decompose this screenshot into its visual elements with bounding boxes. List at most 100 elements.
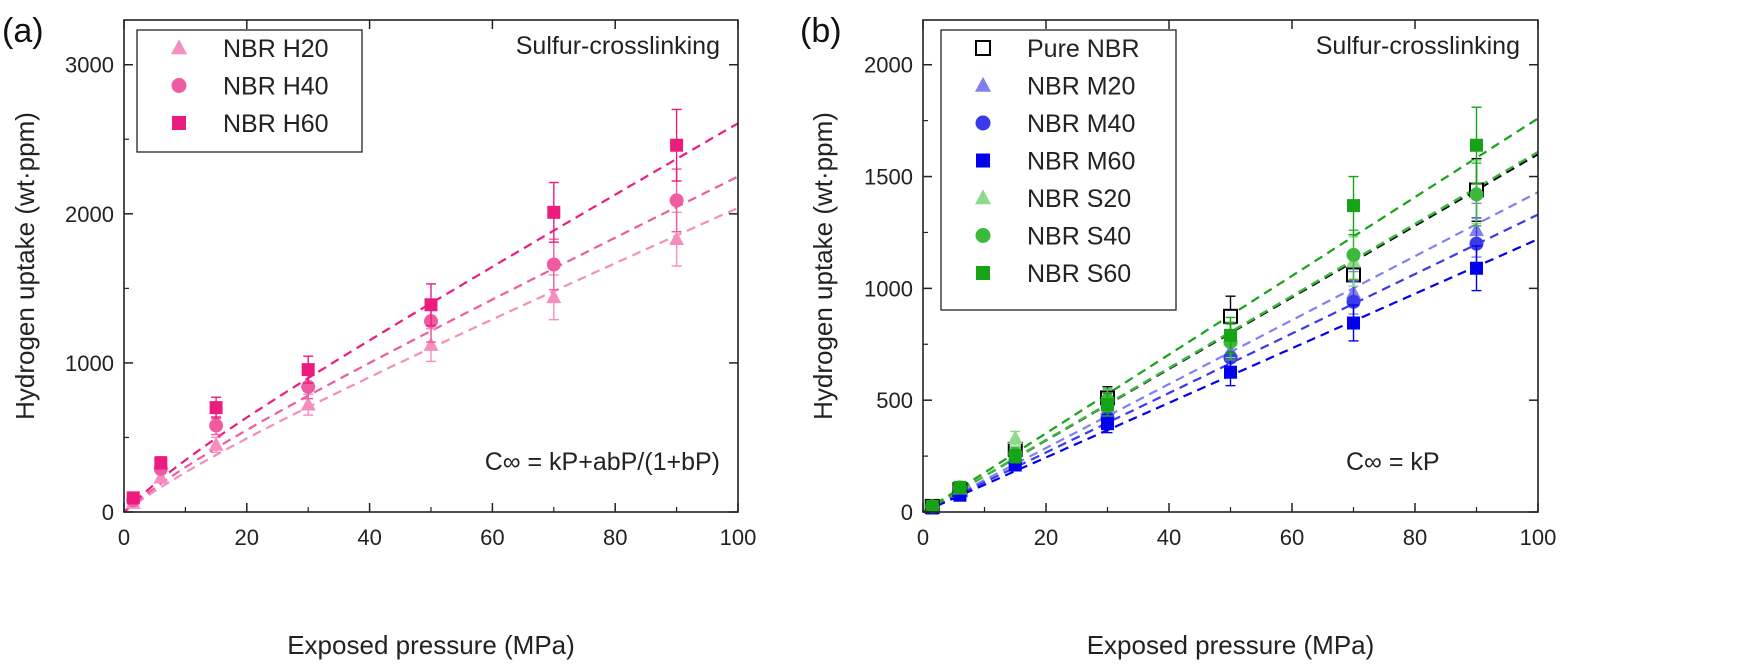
- data-point: [1346, 247, 1361, 262]
- legend-label: NBR S20: [1027, 185, 1131, 213]
- data-point: [669, 193, 684, 208]
- data-point: [925, 499, 939, 513]
- x-tick-label: 80: [1403, 525, 1427, 550]
- data-point: [209, 401, 223, 415]
- legend-marker: [172, 116, 186, 130]
- legend-entry-nbr-s60: NBR S60: [976, 260, 1131, 288]
- annotation-equation: C∞ = kP: [1346, 448, 1440, 476]
- y-tick-label: 1500: [864, 165, 913, 190]
- data-point: [1347, 199, 1360, 213]
- data-point: [1101, 398, 1114, 412]
- legend: NBR H20 NBR H40 NBR H60: [136, 29, 363, 153]
- data-point: [1224, 328, 1237, 342]
- data-point: [1101, 417, 1114, 431]
- y-tick-label: 0: [102, 500, 114, 525]
- legend-label: NBR S60: [1027, 260, 1131, 288]
- data-point: [300, 396, 316, 411]
- legend-entry-nbr-s20: NBR S20: [974, 185, 1131, 213]
- data-point: [547, 205, 561, 219]
- data-point: [208, 436, 224, 451]
- legend-label: NBR M40: [1027, 110, 1135, 138]
- series-nbr-s60: [925, 106, 1483, 513]
- annotation-equation: C∞ = kP+abP/(1+bP): [485, 448, 720, 476]
- data-point: [153, 469, 169, 484]
- y-axis-title: Hydrogen uptake (wt·ppm): [10, 112, 40, 420]
- y-axis: 0 500 1000 1500 2000 Hydrogen uptake (wt·ppm): [808, 53, 1538, 525]
- legend-label: NBR H40: [223, 73, 329, 101]
- panel-b: (b) 0 20 40 60 80 100 Exposed pressure (MPa) 0 50…: [800, 12, 1556, 660]
- legend-entry-nbr-m20: NBR M20: [974, 73, 1135, 101]
- x-axis: 0 20 40 60 80 100 Exposed pressure (MPa): [917, 20, 1556, 660]
- panel-a: (a) 0 20 40 60 80 100 Exposed pressure (MPa) 0 10…: [2, 12, 756, 660]
- legend-marker: [974, 189, 992, 205]
- y-tick-label: 1000: [864, 276, 913, 301]
- data-point: [1469, 187, 1484, 202]
- y-tick-label: 2000: [65, 202, 114, 227]
- legend-label: NBR H60: [223, 110, 329, 138]
- data-point: [424, 298, 438, 312]
- data-point: [670, 138, 684, 152]
- x-tick-label: 100: [720, 525, 757, 550]
- x-tick-label: 0: [917, 525, 929, 550]
- legend: Pure NBR NBR M20 NBR M40 NBR M60 NBR S20 NBR …: [940, 29, 1177, 311]
- y-axis-title: Hydrogen uptake (wt·ppm): [808, 112, 838, 420]
- x-tick-label: 20: [1034, 525, 1058, 550]
- legend-marker: [974, 76, 992, 92]
- legend-label: NBR M20: [1027, 73, 1135, 101]
- y-tick-label: 500: [876, 388, 913, 413]
- y-tick-label: 1000: [65, 351, 114, 376]
- legend-marker: [976, 266, 990, 280]
- data-point: [1469, 236, 1484, 251]
- fit-line-nbr-m40: [922, 213, 1539, 513]
- fit-line-nbr-h40: [123, 175, 739, 513]
- x-tick-label: 60: [480, 525, 504, 550]
- annotation-top: Sulfur-crosslinking: [516, 32, 720, 60]
- x-tick-label: 60: [1280, 525, 1304, 550]
- legend-entry-nbr-h60: NBR H60: [172, 110, 329, 138]
- annotation-top: Sulfur-crosslinking: [1316, 32, 1520, 60]
- series-nbr-h60: [126, 108, 684, 505]
- legend-entry-pure-nbr: Pure NBR: [975, 35, 1140, 63]
- legend-box: [940, 29, 1177, 311]
- legend-marker: [975, 115, 991, 131]
- legend-entry-nbr-s40: NBR S40: [975, 223, 1131, 251]
- data-point: [301, 363, 315, 377]
- data-point: [209, 418, 224, 433]
- legend-label: NBR M60: [1027, 148, 1135, 176]
- x-tick-label: 20: [235, 525, 259, 550]
- data-point: [1007, 430, 1023, 445]
- data-point: [1470, 138, 1483, 152]
- x-tick-label: 80: [603, 525, 627, 550]
- legend-marker: [975, 228, 991, 243]
- x-axis-title: Exposed pressure (MPa): [1087, 630, 1375, 660]
- fit-line-nbr-s40: [922, 150, 1539, 513]
- x-axis-title: Exposed pressure (MPa): [287, 630, 575, 660]
- x-tick-label: 40: [357, 525, 381, 550]
- data-point: [1008, 449, 1022, 463]
- x-tick-label: 100: [1520, 525, 1557, 550]
- x-tick-label: 40: [1157, 525, 1181, 550]
- panel-label: (b): [800, 12, 842, 50]
- data-point: [154, 456, 168, 470]
- data-point: [546, 289, 562, 304]
- data-point: [1224, 365, 1237, 379]
- y-axis: 0 1000 2000 3000 Hydrogen uptake (wt·ppm): [10, 53, 738, 525]
- data-point: [546, 257, 561, 272]
- legend-marker: [171, 78, 187, 93]
- y-tick-label: 3000: [65, 53, 114, 78]
- legend-entry-nbr-m40: NBR M40: [975, 110, 1135, 138]
- y-tick-label: 0: [901, 500, 913, 525]
- legend-marker: [170, 39, 188, 55]
- legend-marker: [976, 153, 990, 168]
- legend-marker: [975, 40, 991, 56]
- fit-line-pure-nbr: [922, 153, 1539, 513]
- x-tick-label: 0: [118, 525, 130, 550]
- y-tick-label: 2000: [864, 53, 913, 78]
- panel-label: (a): [2, 12, 44, 50]
- legend-label: NBR S40: [1027, 223, 1131, 251]
- legend-label: Pure NBR: [1027, 35, 1140, 63]
- data-point: [953, 480, 967, 494]
- data-point: [423, 336, 439, 351]
- x-axis: 0 20 40 60 80 100 Exposed pressure (MPa): [118, 20, 756, 660]
